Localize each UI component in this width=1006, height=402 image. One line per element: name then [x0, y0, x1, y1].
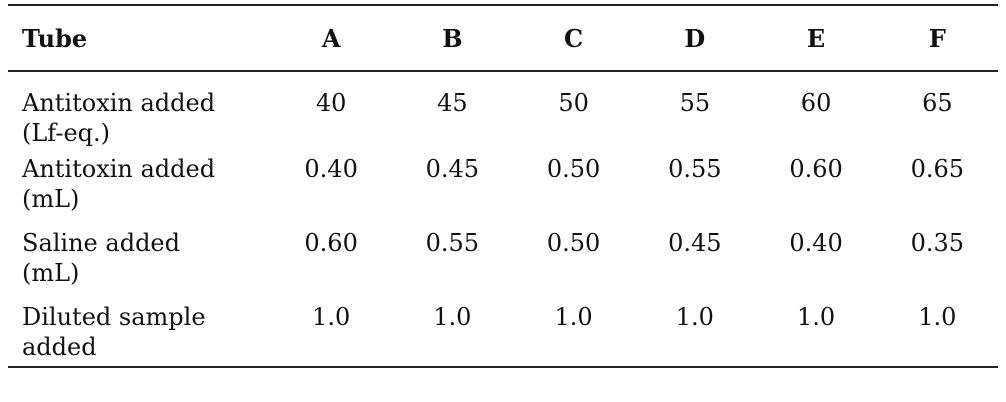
header-cell-a: A: [321, 23, 341, 53]
table-cell: 0.45: [425, 155, 480, 183]
header-cell-f: F: [928, 23, 946, 53]
header-row: Tube A B C D E F: [8, 5, 998, 71]
row-label-line: (mL): [22, 259, 80, 287]
table-row: Antitoxin added (mL) 0.40 0.45 0.50 0.55…: [8, 148, 998, 226]
header-cell-d: D: [684, 23, 706, 53]
row-label-line: (mL): [22, 185, 80, 213]
table-cell: 0.60: [789, 155, 843, 183]
row-label-line: Antitoxin added: [22, 89, 216, 117]
table-row: Diluted sample added 1.0 1.0 1.0 1.0 1.0…: [8, 300, 998, 367]
table-row: Antitoxin added (Lf-eq.) 40 45 50 55 60 …: [8, 71, 998, 148]
table-cell: 1.0: [918, 303, 957, 331]
table-cell: 0.45: [668, 229, 722, 257]
row-label-line: added: [22, 333, 97, 361]
table-cell: 0.35: [910, 229, 965, 257]
row-label: Diluted sample added: [8, 300, 271, 367]
header-cell-b: B: [442, 23, 463, 53]
table-cell: 60: [800, 89, 832, 117]
table-cell: 0.60: [304, 229, 358, 257]
tube-table: Tube A B C D E F Antitoxin added (Lf-eq.…: [8, 4, 998, 368]
table-cell: 1.0: [554, 303, 593, 331]
table-cell: 1.0: [433, 303, 472, 331]
row-label: Antitoxin added (Lf-eq.): [8, 71, 271, 148]
row-label-line: Saline added: [22, 229, 180, 257]
table-cell: 40: [315, 89, 347, 117]
table-cell: 0.50: [546, 229, 601, 257]
data-table-container: Tube A B C D E F Antitoxin added (Lf-eq.…: [8, 4, 998, 368]
row-label: Antitoxin added (mL): [8, 148, 271, 226]
table-cell: 1.0: [796, 303, 836, 331]
row-label-line: Diluted sample: [22, 303, 206, 331]
row-label-line: Antitoxin added: [22, 155, 216, 183]
header-cell-e: E: [806, 23, 826, 53]
table-cell: 1.0: [675, 303, 714, 331]
table-cell: 0.55: [425, 229, 480, 257]
table-cell: 45: [437, 89, 468, 117]
table-cell: 0.40: [304, 155, 358, 183]
table-cell: 55: [679, 89, 711, 117]
table-cell: 0.40: [789, 229, 843, 257]
row-label-line: (Lf-eq.): [22, 119, 110, 147]
table-cell: 0.65: [910, 155, 965, 183]
table-cell: 0.50: [546, 155, 601, 183]
table-cell: 50: [558, 89, 589, 117]
table-row: Saline added (mL) 0.60 0.55 0.50 0.45 0.…: [8, 226, 998, 300]
table-cell: 1.0: [312, 303, 351, 331]
row-label: Saline added (mL): [8, 226, 271, 300]
header-cell-tube: Tube: [22, 23, 88, 53]
table-cell: 65: [922, 89, 953, 117]
table-cell: 0.55: [668, 155, 722, 183]
header-cell-c: C: [564, 23, 584, 53]
